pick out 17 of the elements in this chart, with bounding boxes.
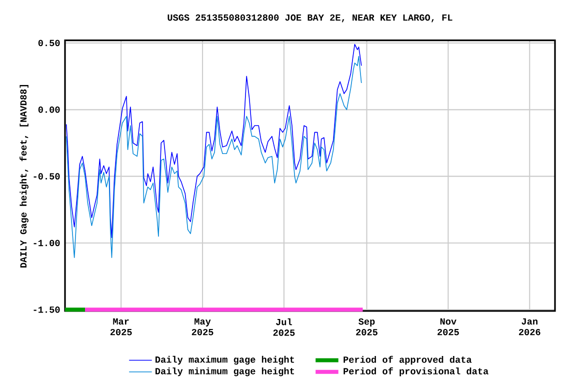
y-axis-title: DAILY Gage height, feet, [NAVD88] <box>20 84 28 268</box>
x-tick-label: May 2025 <box>192 318 214 336</box>
legend-label: Period of approved data <box>344 356 472 365</box>
x-tick-label: Jan 2026 <box>518 318 540 336</box>
x-tick-label: Nov 2025 <box>438 318 459 336</box>
y-tick-label: -0.50 <box>34 173 60 180</box>
legend-label: Daily minimum gage height <box>156 367 294 376</box>
y-tick-label: -1.00 <box>34 240 60 246</box>
chart-title: USGS 251355080312800 JOE BAY 2E, NEAR KEY LARGO, FL <box>168 14 452 22</box>
x-tick-label: Jul 2025 <box>273 318 295 336</box>
x-tick-label: Mar 2025 <box>110 318 132 336</box>
legend-label: Daily maximum gage height <box>156 356 294 365</box>
y-tick-label: -1.50 <box>34 306 60 313</box>
y-tick-label: 0.50 <box>38 40 60 46</box>
x-tick-label: Sep 2025 <box>356 318 378 336</box>
legend-label: Period of provisional data <box>344 367 488 376</box>
y-tick-label: 0.00 <box>38 106 60 113</box>
